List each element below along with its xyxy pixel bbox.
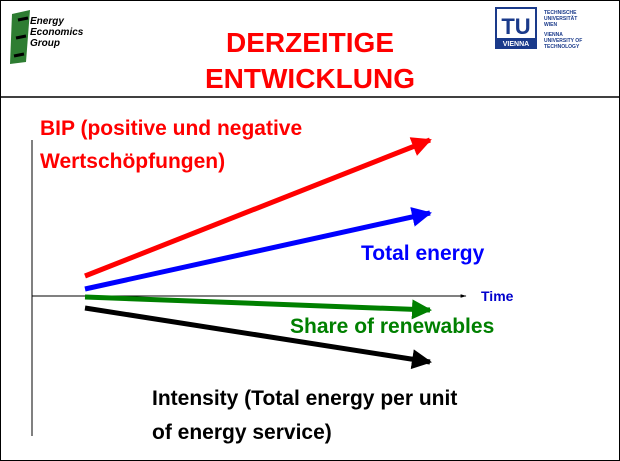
tu-text: TECHNISCHE <box>544 10 577 16</box>
tu-logo: TU VIENNA TECHNISCHE UNIVERSITÄT WIEN VI… <box>495 7 582 50</box>
logo-text: Economics <box>30 27 84 38</box>
label-renewables: Share of renewables <box>290 315 494 338</box>
arrow-total-energy <box>84 207 432 292</box>
logo-strokes <box>13 16 29 58</box>
tu-text: UNIVERSITY OF <box>544 38 582 44</box>
logo-text: Energy <box>30 16 64 27</box>
axis-label: Time <box>481 288 514 304</box>
tu-city: VIENNA <box>503 41 529 48</box>
arrow-intensity <box>84 305 432 370</box>
arrow-renewables <box>84 294 432 320</box>
label-bip: Wertschöpfungen) <box>40 150 225 173</box>
label-intensity: Intensity (Total energy per unit <box>152 387 457 410</box>
tu-text: VIENNA <box>544 32 563 38</box>
tu-text: UNIVERSITÄT <box>544 15 577 22</box>
tu-band <box>497 38 535 47</box>
tu-mark: TU <box>501 14 530 39</box>
label-intensity: of energy service) <box>152 421 332 444</box>
eeg-logo: Energy Economics Group <box>10 10 84 64</box>
tu-text: WIEN <box>544 22 557 28</box>
label-total-energy: Total energy <box>361 242 485 265</box>
tu-text: TECHNOLOGY <box>544 44 580 50</box>
title: ENTWICKLUNG <box>205 63 415 94</box>
title: DERZEITIGE <box>226 27 394 58</box>
label-bip: BIP (positive und negative <box>40 117 302 140</box>
arrow-bip <box>84 137 432 279</box>
logo-text: Group <box>30 38 60 49</box>
